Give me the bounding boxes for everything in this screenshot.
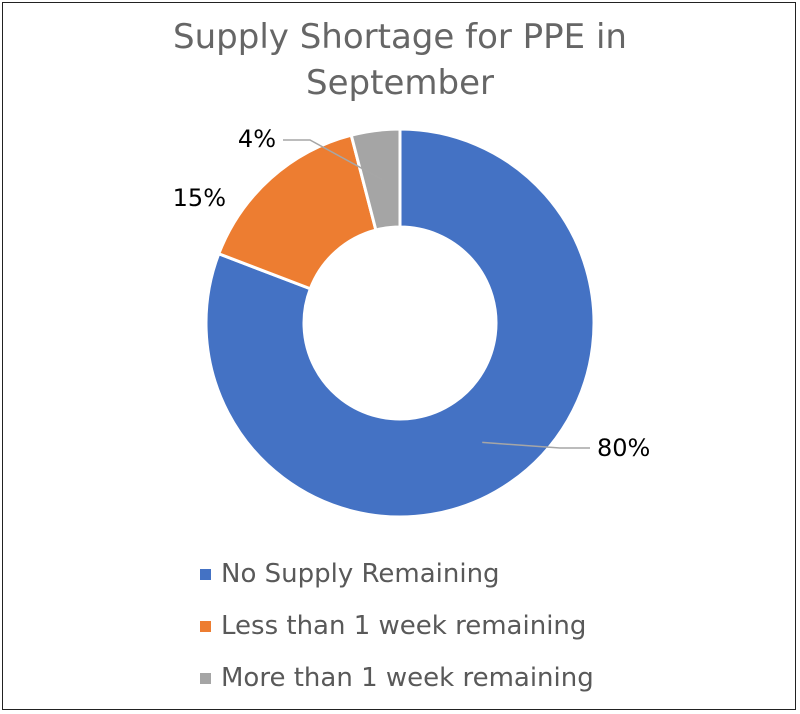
data-label-less-than-week: 15% [173, 184, 226, 212]
legend-swatch-no-supply [200, 568, 211, 580]
leader-line-more-than-week [283, 139, 383, 180]
legend-swatch-more-than-week [200, 672, 211, 684]
legend-item-less-than-week: Less than 1 week remaining [200, 600, 594, 652]
chart-title-line-1: Supply Shortage for PPE in [173, 17, 627, 57]
legend-label-no-supply: No Supply Remaining [221, 559, 500, 589]
chart-title-line-2: September [306, 63, 494, 103]
chart-legend: No Supply Remaining Less than 1 week rem… [200, 548, 594, 704]
legend-label-less-than-week: Less than 1 week remaining [221, 611, 587, 641]
leader-line-no-supply [482, 441, 590, 449]
legend-item-no-supply: No Supply Remaining [200, 548, 594, 600]
chart-title: Supply Shortage for PPE in September [0, 14, 800, 106]
data-label-no-supply: 80% [597, 434, 650, 462]
legend-swatch-less-than-week [200, 620, 211, 632]
donut-slice-more-than-week [349, 127, 402, 232]
data-label-more-than-week: 4% [238, 125, 276, 153]
legend-item-more-than-week: More than 1 week remaining [200, 652, 594, 704]
donut-slice-no-supply [204, 127, 596, 519]
legend-label-more-than-week: More than 1 week remaining [221, 663, 594, 693]
